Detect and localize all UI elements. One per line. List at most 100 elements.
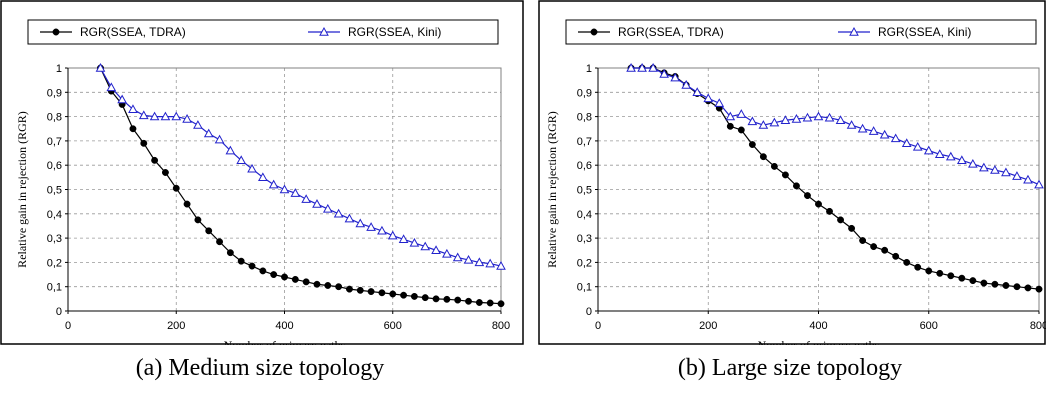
data-point [990,165,1000,174]
legend-marker-0 [52,28,60,36]
data-point [925,267,933,275]
data-point [237,257,245,265]
x-tick-label: 800 [492,320,510,332]
data-point [945,151,956,161]
data-point [648,62,658,72]
data-point [279,184,290,194]
data-point [791,114,802,123]
y-tick-label: 0,7 [577,136,592,148]
x-tick-label: 200 [167,320,185,332]
data-point [747,116,758,126]
data-point [1035,285,1043,293]
data-point [936,269,944,277]
legend: RGR(SSEA, TDRA) RGR(SSEA, Kini) [27,19,499,45]
y-tick-label: 0,5 [47,185,62,197]
y-tick-label: 0,1 [577,282,592,294]
data-point [736,109,747,118]
data-point [203,128,214,138]
data-point [443,295,451,303]
y-tick-label: 1 [56,63,62,75]
legend-marker-0 [590,28,598,36]
data-point [485,258,496,268]
data-point [968,158,978,168]
x-tick-label: 200 [699,320,717,332]
data-point [236,155,247,165]
data-point [346,285,353,293]
chart-large-svg: RGR(SSEA, TDRA) RGR(SSEA, Kini) 0 0,1 0,2 0,3… [538,0,1046,345]
data-point [366,222,376,231]
data-point [172,184,180,192]
legend-box [565,19,1037,45]
series-1 [95,62,506,270]
chart-panel-large: RGR(SSEA, TDRA) RGR(SSEA, Kini) 0 0,1 0,2 0,3… [538,0,1046,345]
y-tick-label: 0,2 [47,257,62,269]
data-point [409,237,420,247]
data-point [991,280,999,288]
data-point [815,200,822,208]
data-point [881,246,889,254]
legend-label-0: RGR(SSEA, TDRA) [618,25,724,39]
data-point [980,279,988,287]
data-point [1013,283,1021,291]
data-point [95,62,106,72]
data-point [879,129,890,139]
data-point [214,134,225,144]
data-point [969,277,977,285]
data-point [737,126,745,134]
data-point [703,93,714,103]
data-point [312,199,322,208]
data-point [356,286,364,294]
data-point [216,238,224,246]
data-point [247,163,257,173]
data-point [934,149,945,158]
y-tick-label: 0,9 [577,87,592,99]
data-point [759,153,767,161]
data-point [171,111,182,121]
y-tick-label: 0 [586,306,592,318]
series-0 [97,64,505,308]
data-point [824,112,835,122]
legend-label-0: RGR(SSEA, TDRA) [80,25,186,39]
y-tick-label: 0,1 [47,282,62,294]
data-point [454,296,462,304]
y-tick-label: 1 [586,63,592,75]
data-point [149,111,160,121]
data-point [770,162,778,170]
data-point [958,274,966,282]
x-tick-label: 400 [275,320,293,332]
data-point [378,289,386,297]
data-point [901,138,912,148]
data-point [1024,284,1032,292]
legend: RGR(SSEA, TDRA) RGR(SSEA, Kini) [565,19,1037,45]
data-point [463,254,474,264]
y-tick-label: 0,6 [47,160,62,172]
data-point [140,139,148,147]
chart-frame [538,0,1046,345]
data-point [225,145,236,155]
legend-box [27,19,499,45]
data-point [333,208,344,218]
data-point [1023,174,1033,184]
data-point [377,225,387,235]
data-point [400,291,408,299]
data-point [313,280,321,288]
data-point [117,94,127,104]
data-point [335,283,343,291]
data-point [802,112,813,122]
caption-large: (b) Large size topology [677,355,903,381]
data-point [859,237,867,244]
y-tick-label: 0,7 [47,136,62,148]
y-tick-label: 0,8 [577,112,592,124]
data-point [947,272,955,280]
data-point [1012,171,1022,180]
chart-medium-svg: RGR(SSEA, TDRA) RGR(SSEA, Kini) 0 0,1 0,2 0,3… [0,0,524,345]
data-point [1002,282,1010,289]
data-point [281,273,288,281]
data-point [344,213,355,223]
data-point [226,249,234,257]
data-point [324,282,332,289]
data-point [398,234,409,244]
y-tick-label: 0,5 [577,185,592,197]
data-point [138,110,149,120]
data-point [637,62,647,72]
